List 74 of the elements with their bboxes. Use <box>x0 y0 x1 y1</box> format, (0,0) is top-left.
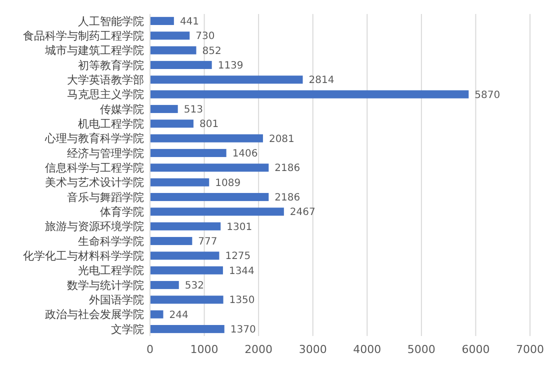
x-tick-label: 4000 <box>353 343 382 356</box>
bar <box>150 266 223 274</box>
bar <box>150 104 178 114</box>
data-label: 5870 <box>474 90 500 101</box>
bar <box>150 178 210 186</box>
x-tick-label: 7000 <box>516 343 544 356</box>
y-tick-label: 数学与统计学院 <box>67 278 144 292</box>
data-label: 730 <box>196 31 215 42</box>
bar <box>150 164 269 172</box>
y-tick-label: 机电工程学院 <box>78 118 144 131</box>
data-label: 777 <box>198 236 218 248</box>
y-tick-label: 体育学院 <box>100 206 144 219</box>
data-label: 1089 <box>215 178 241 189</box>
data-label: 1139 <box>218 60 244 72</box>
data-label: 801 <box>199 119 219 130</box>
data-label: 1350 <box>229 295 255 306</box>
data-label: 1301 <box>226 222 252 233</box>
y-tick-label: 政治与社会发展学院 <box>45 308 144 322</box>
x-tick-label: 0 <box>146 343 154 356</box>
y-tick-label: 经济与管理学院 <box>67 146 144 160</box>
data-label: 852 <box>202 46 222 57</box>
y-tick-label: 城市与建筑工程学院 <box>44 44 144 58</box>
bar <box>150 192 269 202</box>
y-tick-label: 外国语学院 <box>89 294 144 307</box>
bar <box>150 76 303 84</box>
bar <box>150 252 220 260</box>
bar <box>150 296 224 304</box>
bar <box>150 310 164 318</box>
x-tick-label: 2000 <box>244 343 273 356</box>
y-tick-label: 心理与教育科学学院 <box>44 132 144 146</box>
data-label: 532 <box>184 280 204 292</box>
y-tick-label: 音乐与舞蹈学院 <box>67 190 144 204</box>
bar <box>150 148 226 158</box>
data-label: 2186 <box>274 192 300 204</box>
y-tick-label: 马克思主义学院 <box>67 88 144 102</box>
y-tick-label: 美术与艺术设计学院 <box>45 176 144 190</box>
data-label: 2081 <box>268 134 294 145</box>
data-label: 1275 <box>225 251 251 262</box>
data-label: 2467 <box>290 207 316 218</box>
data-label: 2814 <box>308 75 334 86</box>
bar <box>150 90 469 98</box>
bar <box>150 325 224 334</box>
data-label: 1370 <box>230 324 256 336</box>
y-tick-label: 传媒学院 <box>100 102 144 116</box>
data-label: 244 <box>169 310 188 321</box>
x-tick-label: 1000 <box>190 343 218 356</box>
bar <box>150 134 263 142</box>
bar <box>150 208 284 216</box>
y-tick-label: 食品科学与制药工程学院 <box>23 29 144 42</box>
x-tick-label: 5000 <box>407 343 436 356</box>
y-tick-label: 文学院 <box>111 322 144 336</box>
data-label: 441 <box>180 16 200 28</box>
y-tick-label: 人工智能学院 <box>78 14 144 28</box>
bar <box>150 222 221 230</box>
bar <box>150 280 179 290</box>
y-tick-label: 信息科学与工程学院 <box>45 162 144 175</box>
y-tick-label: 旅游与资源环境学院 <box>45 220 144 234</box>
data-label: 1344 <box>228 266 254 277</box>
bar <box>150 120 194 128</box>
x-tick-label: 3000 <box>298 343 327 356</box>
y-tick-label: 初等教育学院 <box>78 58 144 72</box>
data-label: 513 <box>184 104 203 116</box>
y-tick-label: 光电工程学院 <box>78 264 144 278</box>
bar <box>150 236 192 246</box>
data-label: 1406 <box>232 148 258 160</box>
bar <box>150 16 174 25</box>
bar <box>150 60 212 70</box>
y-tick-label: 生命科学学院 <box>78 234 144 248</box>
bar <box>150 46 196 54</box>
y-tick-label: 化学化工与材料科学学院 <box>23 250 144 263</box>
y-tick-label: 大学英语教学部 <box>67 73 144 86</box>
x-tick-label: 6000 <box>462 343 490 356</box>
bar <box>150 32 190 40</box>
data-label: 2186 <box>274 163 300 174</box>
